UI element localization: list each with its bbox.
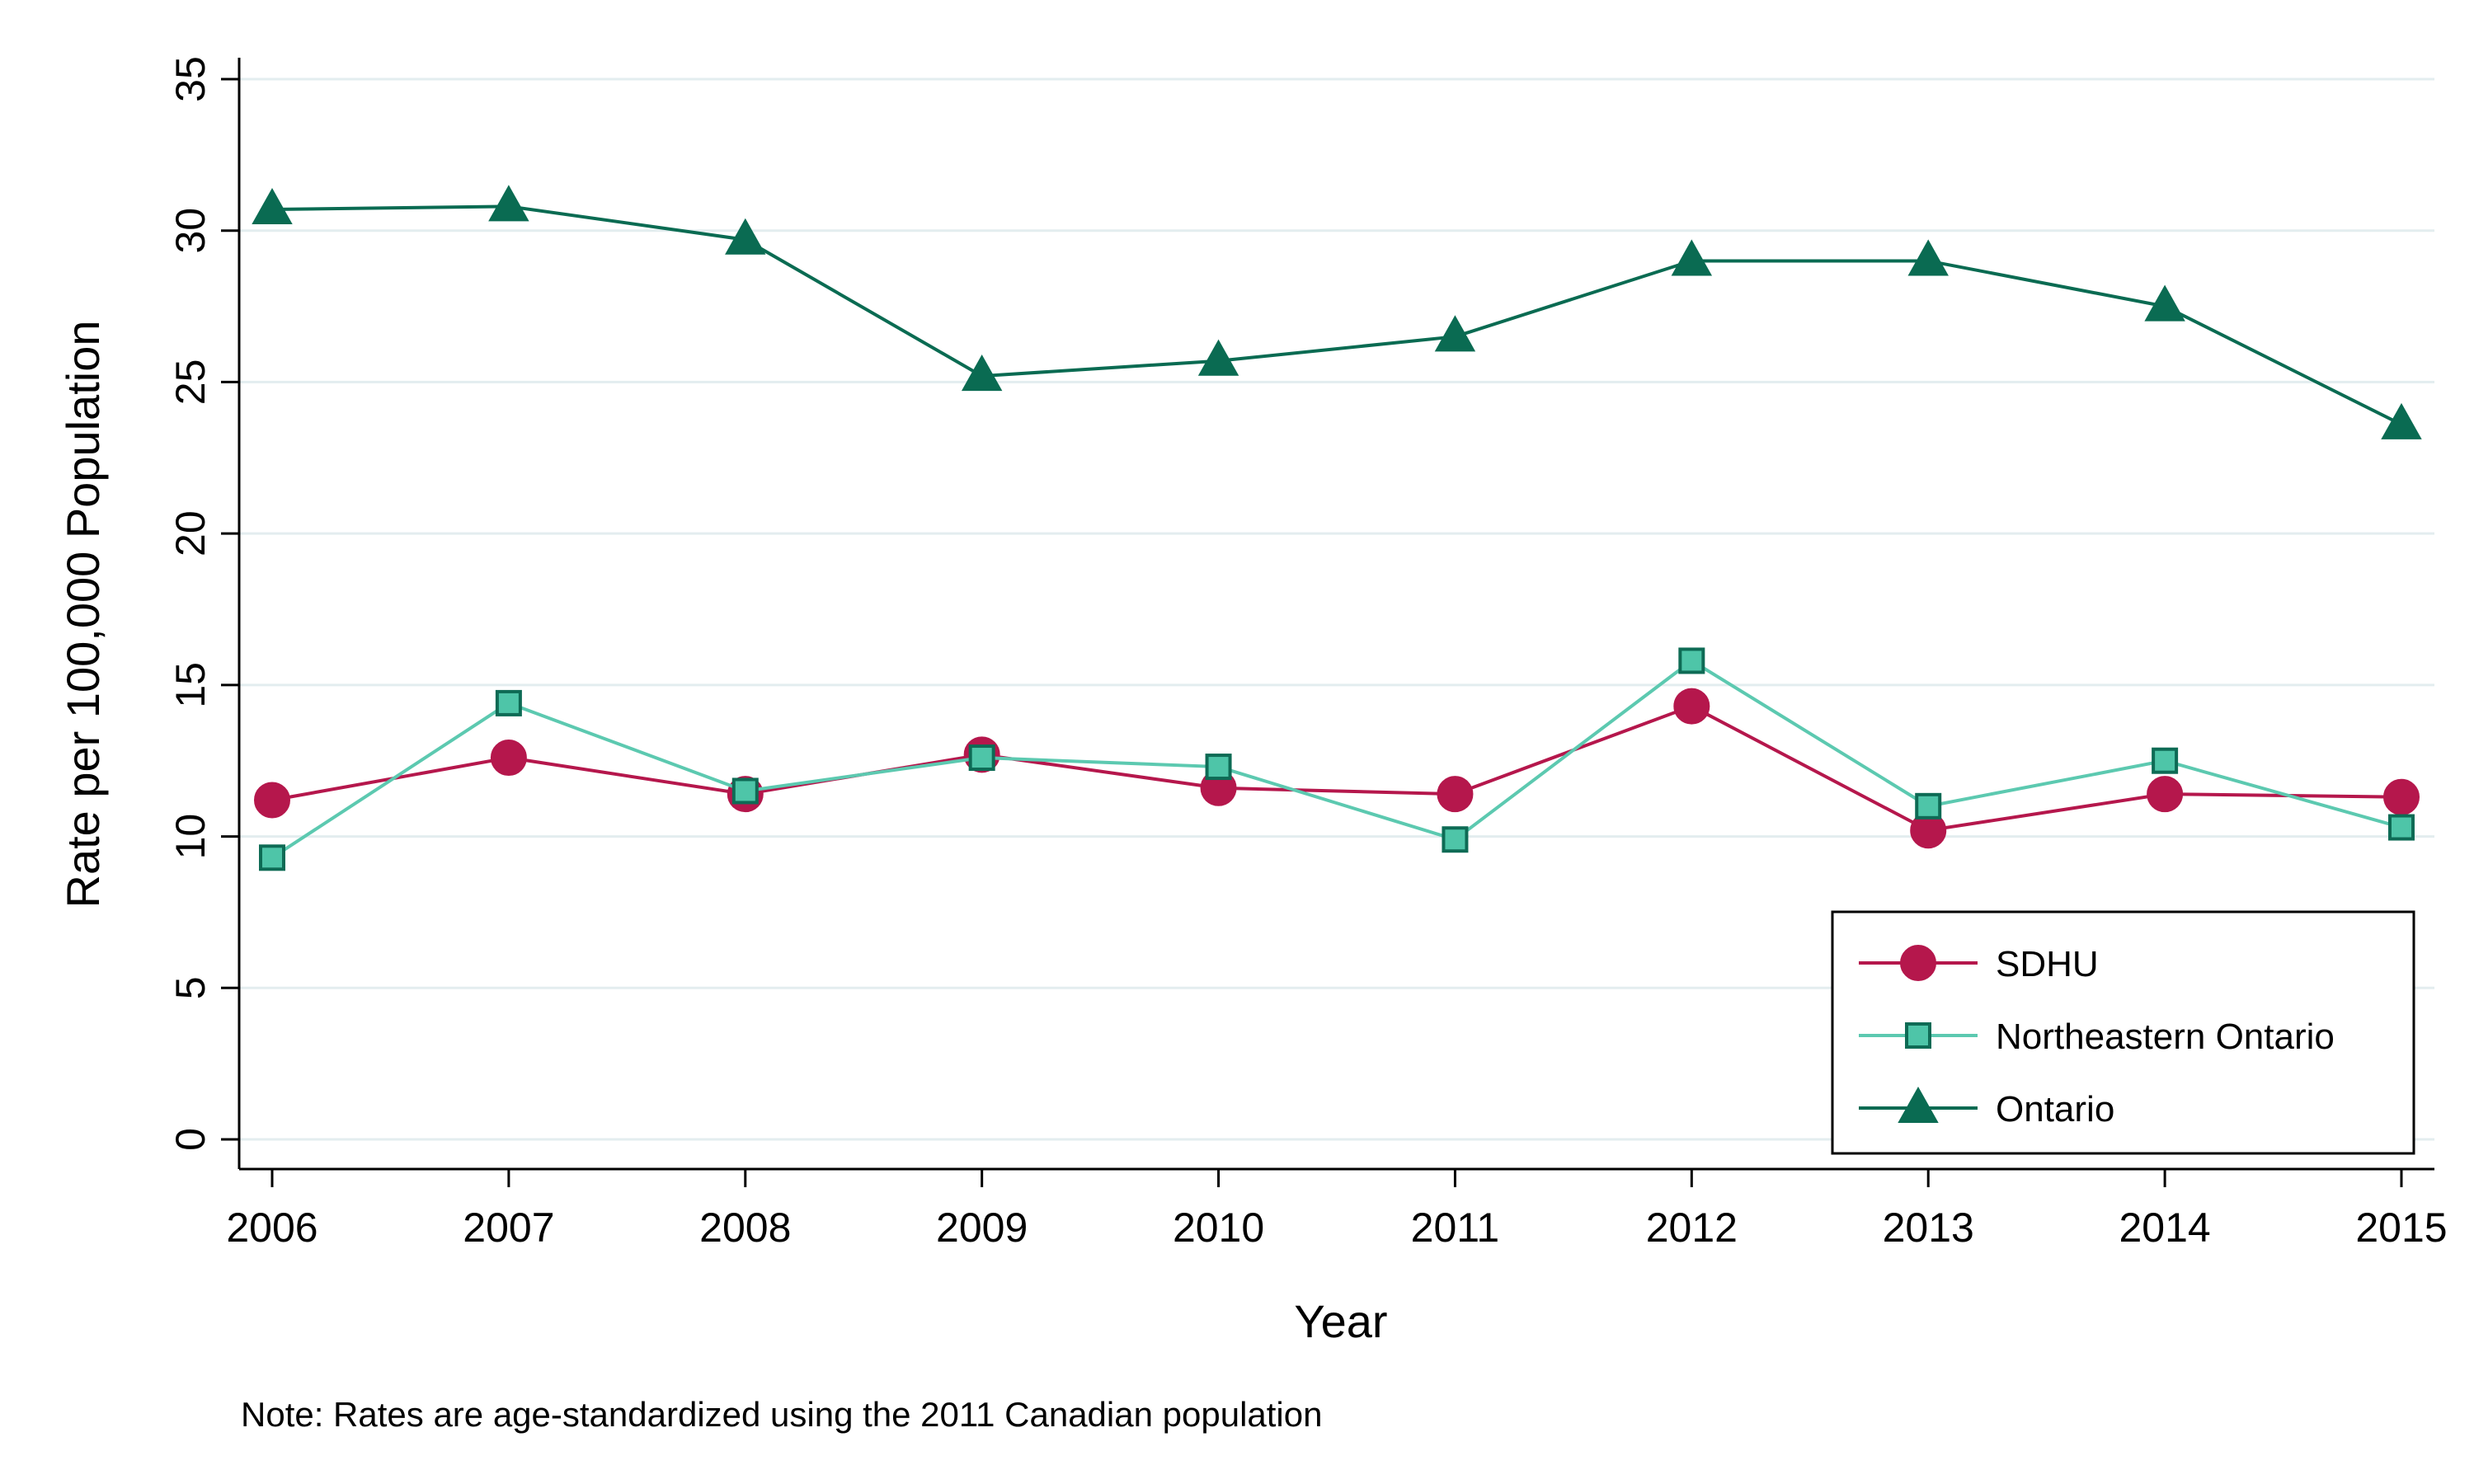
- x-tick-label: 2015: [2355, 1205, 2447, 1251]
- x-tick-label: 2007: [463, 1205, 554, 1251]
- x-tick-label: 2013: [1883, 1205, 1974, 1251]
- data-point-circle: [1437, 776, 1474, 813]
- data-point-triangle: [488, 185, 529, 222]
- data-point-triangle: [2381, 402, 2422, 439]
- legend-item: Ontario: [1859, 1086, 2114, 1129]
- y-tick-label: 20: [167, 510, 214, 556]
- data-point-triangle: [252, 187, 293, 224]
- data-point-triangle: [725, 218, 766, 255]
- data-point-triangle: [1434, 315, 1476, 352]
- data-point-square: [495, 689, 522, 716]
- y-tick-label: 35: [167, 56, 214, 102]
- x-tick-label: 2006: [226, 1205, 317, 1251]
- y-tick-label: 5: [167, 976, 214, 999]
- legend-marker-circle: [1900, 945, 1936, 981]
- legend-marker-triangle: [1898, 1086, 1939, 1123]
- data-point-circle: [1673, 688, 1710, 725]
- data-point-triangle: [2144, 284, 2185, 322]
- data-point-triangle: [961, 355, 1003, 392]
- labels-layer: Year Rate per 100,000 Population Note: R…: [57, 321, 1388, 1435]
- data-point-square: [1915, 792, 1942, 819]
- series-northeastern-ontario: [259, 647, 2415, 871]
- legend-marker-square: [1905, 1022, 1931, 1049]
- data-point-square: [259, 844, 285, 871]
- y-tick-label: 25: [167, 359, 214, 406]
- data-point-circle: [490, 740, 527, 777]
- chart-note: Note: Rates are age-standardized using t…: [241, 1395, 1322, 1434]
- data-point-square: [2388, 814, 2415, 841]
- data-point-square: [2152, 747, 2179, 774]
- x-tick-label: 2014: [2119, 1205, 2210, 1251]
- axes: 0 5 10 15 20 25 30 35 2006 2007 2008 2009 2010 2011 20…: [167, 56, 2448, 1251]
- series-layer: [252, 185, 2422, 871]
- legend-item: Northeastern Ontario: [1859, 1017, 2335, 1057]
- data-point-square: [968, 744, 995, 772]
- series-line: [271, 704, 2402, 833]
- data-point-square: [1205, 754, 1232, 781]
- series-sdhu: [254, 688, 2420, 849]
- legend: SDHU Northeastern Ontario Ontario: [1831, 910, 2415, 1155]
- legend-label: SDHU: [1996, 944, 2099, 984]
- y-axis-title: Rate per 100,000 Population: [57, 321, 109, 909]
- series-line: [270, 659, 2402, 859]
- data-point-triangle: [1907, 239, 1949, 276]
- x-tick-label: 2010: [1173, 1205, 1264, 1251]
- y-tick-label: 10: [167, 814, 214, 860]
- data-point-triangle: [1197, 339, 1239, 376]
- data-point-triangle: [1671, 239, 1713, 276]
- legend-label: Ontario: [1996, 1089, 2114, 1129]
- series-line: [271, 204, 2402, 426]
- data-point-circle: [2147, 776, 2184, 813]
- legend-item: SDHU: [1859, 944, 2099, 984]
- x-tick-label: 2009: [936, 1205, 1028, 1251]
- x-tick-label: 2012: [1646, 1205, 1738, 1251]
- x-tick-label: 2011: [1411, 1205, 1500, 1251]
- data-point-circle: [254, 782, 290, 819]
- y-tick-label: 15: [167, 662, 214, 708]
- x-tick-label: 2008: [699, 1205, 791, 1251]
- y-tick-label: 0: [167, 1128, 214, 1151]
- x-axis-title: Year: [1294, 1295, 1387, 1347]
- y-tick-label: 30: [167, 208, 214, 254]
- data-point-square: [1678, 647, 1705, 674]
- legend-label: Northeastern Ontario: [1996, 1017, 2335, 1057]
- data-point-square: [731, 777, 759, 805]
- data-point-square: [1442, 826, 1469, 853]
- data-point-circle: [2383, 778, 2420, 815]
- gridlines: [239, 77, 2434, 1141]
- series-ontario: [252, 185, 2422, 439]
